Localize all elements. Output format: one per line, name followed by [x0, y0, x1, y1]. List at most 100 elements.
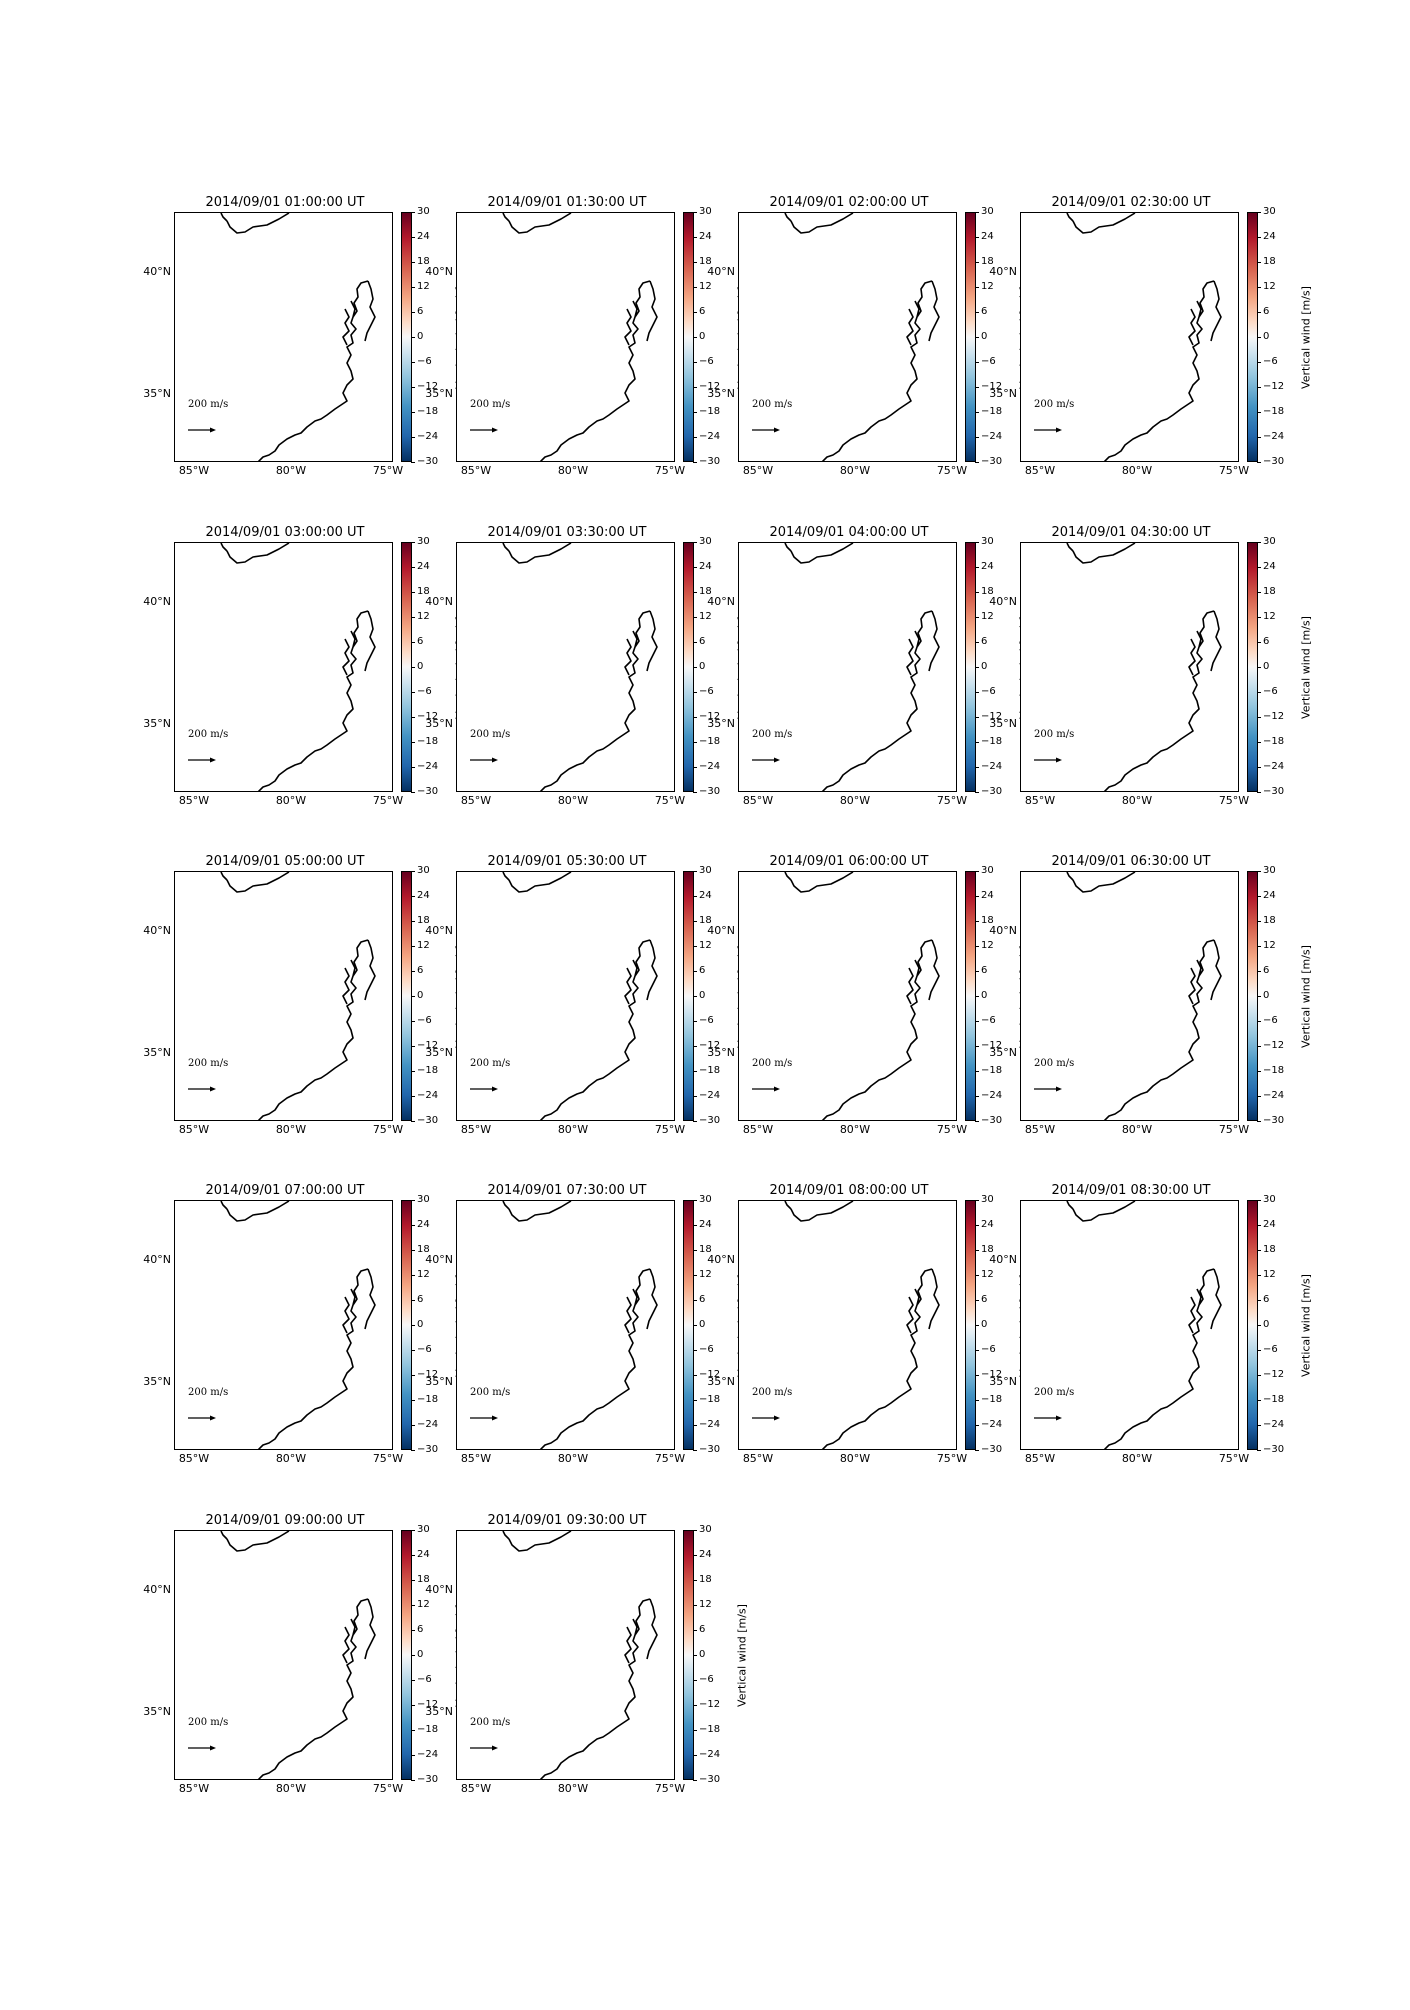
- quiver-key-label: 200 m/s: [752, 1058, 793, 1069]
- colorbar-tick: 30: [411, 1524, 430, 1535]
- lat-label: 35°N: [143, 1705, 171, 1718]
- lat-label: 40°N: [989, 1253, 1017, 1266]
- panel-title: 2014/09/01 01:00:00 UT: [205, 195, 365, 210]
- quiver-key-label: 200 m/s: [188, 729, 229, 740]
- lon-label: 75°W: [1218, 1123, 1250, 1136]
- colorbar-tick: −6: [411, 1674, 432, 1685]
- colorbar-tick: 6: [974, 1294, 988, 1305]
- lon-label: 75°W: [654, 1782, 686, 1795]
- colorbar-tick: −30: [974, 1115, 1003, 1126]
- colorbar-tick: −24: [1256, 431, 1285, 442]
- panel-title: 2014/09/01 05:00:00 UT: [205, 854, 365, 869]
- colorbar-tick: 18: [1257, 1244, 1276, 1255]
- colorbar-tick: 24: [411, 1219, 430, 1230]
- panel-title: 2014/09/01 09:30:00 UT: [487, 1513, 647, 1528]
- map-plot-area: [456, 542, 675, 792]
- lon-label: 75°W: [1218, 1452, 1250, 1465]
- colorbar-tick: 30: [693, 206, 712, 217]
- colorbar-tick: 30: [411, 1194, 430, 1205]
- colorbar-tick: 0: [410, 331, 424, 342]
- colorbar-tick: −18: [692, 736, 721, 747]
- coastline: [784, 213, 940, 461]
- map-plot-area: [456, 1530, 675, 1780]
- colorbar-tick: 0: [1256, 1319, 1270, 1330]
- colorbar-tick: 18: [411, 256, 430, 267]
- lon-label: 85°W: [742, 794, 774, 807]
- quiver-key-label: 200 m/s: [1034, 1058, 1075, 1069]
- colorbar-tick: 18: [1257, 256, 1276, 267]
- colorbar-tick: −12: [692, 711, 721, 722]
- colorbar-tick: 18: [411, 915, 430, 926]
- colorbar-tick: 18: [693, 256, 712, 267]
- quiver-key-label: 200 m/s: [752, 399, 793, 410]
- colorbar-tick: 12: [411, 1599, 430, 1610]
- colorbar-tick: 18: [411, 1244, 430, 1255]
- lon-label: 75°W: [936, 464, 968, 477]
- quiver-key-label: 200 m/s: [470, 729, 511, 740]
- quiver-key-arrow-icon: [1034, 1407, 1062, 1421]
- lon-label: 85°W: [1024, 794, 1056, 807]
- lon-label: 80°W: [557, 464, 589, 477]
- colorbar-tick: −18: [692, 406, 721, 417]
- quiver-key-arrow-icon: [188, 419, 216, 433]
- panel-title: 2014/09/01 02:30:00 UT: [1051, 195, 1211, 210]
- colorbar-tick: −30: [692, 1115, 721, 1126]
- colorbar-tick: −12: [692, 1369, 721, 1380]
- colorbar-tick: −18: [410, 1394, 439, 1405]
- colorbar-tick: 18: [411, 1574, 430, 1585]
- colorbar-tick: 6: [1256, 636, 1270, 647]
- colorbar-tick: −18: [974, 736, 1003, 747]
- colorbar-tick: −24: [410, 431, 439, 442]
- quiver-key-arrow-icon: [752, 419, 780, 433]
- colorbar-tick: 0: [974, 331, 988, 342]
- quiver-key-arrow-icon: [470, 1407, 498, 1421]
- map-panel: 2014/09/01 03:00:00 UT 40°N 35°N 85°W 80°W 75…: [143, 525, 466, 823]
- map-plot-area: [174, 542, 393, 792]
- quiver-key-label: 200 m/s: [470, 399, 511, 410]
- coastline: [502, 872, 658, 1120]
- lon-label: 80°W: [1121, 464, 1153, 477]
- colorbar-tick: −12: [974, 381, 1003, 392]
- lon-label: 75°W: [936, 1452, 968, 1465]
- lon-label: 80°W: [557, 1452, 589, 1465]
- colorbar-tick: 0: [974, 661, 988, 672]
- colorbar-tick: −30: [1256, 1444, 1285, 1455]
- colorbar-tick: 6: [692, 306, 706, 317]
- colorbar-tick: 18: [1257, 586, 1276, 597]
- colorbar-tick: −12: [692, 1699, 721, 1710]
- colorbar-tick: 24: [975, 231, 994, 242]
- map-plot-area: [738, 542, 957, 792]
- lon-label: 85°W: [742, 464, 774, 477]
- colorbar-tick: −18: [692, 1065, 721, 1076]
- quiver-key-label: 200 m/s: [1034, 1387, 1075, 1398]
- panel-title: 2014/09/01 08:00:00 UT: [769, 1183, 929, 1198]
- colorbar-tick: −18: [410, 736, 439, 747]
- lon-label: 80°W: [557, 1123, 589, 1136]
- colorbar-tick: 30: [411, 206, 430, 217]
- map-panel: 2014/09/01 09:00:00 UT 40°N 35°N 85°W 80°W 75…: [143, 1513, 466, 1811]
- lat-label: 40°N: [989, 265, 1017, 278]
- lon-label: 80°W: [557, 1782, 589, 1795]
- colorbar-tick: 12: [693, 1269, 712, 1280]
- colorbar-tick: 6: [410, 1624, 424, 1635]
- colorbar-tick: −30: [410, 1444, 439, 1455]
- colorbar-tick: 12: [975, 611, 994, 622]
- map-plot-area: [1020, 871, 1239, 1121]
- lon-label: 80°W: [275, 1452, 307, 1465]
- lat-label: 35°N: [425, 1705, 453, 1718]
- coastline: [220, 543, 376, 791]
- colorbar-tick: −30: [410, 1774, 439, 1785]
- lon-label: 80°W: [1121, 1452, 1153, 1465]
- lat-label: 35°N: [425, 1046, 453, 1059]
- colorbar-label-text: Vertical wind [m/s]: [1299, 945, 1313, 1048]
- lon-label: 75°W: [654, 1452, 686, 1465]
- colorbar-tick: 18: [975, 256, 994, 267]
- lat-label: 35°N: [143, 1046, 171, 1059]
- colorbar-tick: 24: [693, 561, 712, 572]
- lat-label: 35°N: [425, 717, 453, 730]
- colorbar-tick: −18: [974, 1394, 1003, 1405]
- panel-title: 2014/09/01 08:30:00 UT: [1051, 1183, 1211, 1198]
- lon-label: 80°W: [275, 464, 307, 477]
- colorbar-tick: −12: [1256, 1369, 1285, 1380]
